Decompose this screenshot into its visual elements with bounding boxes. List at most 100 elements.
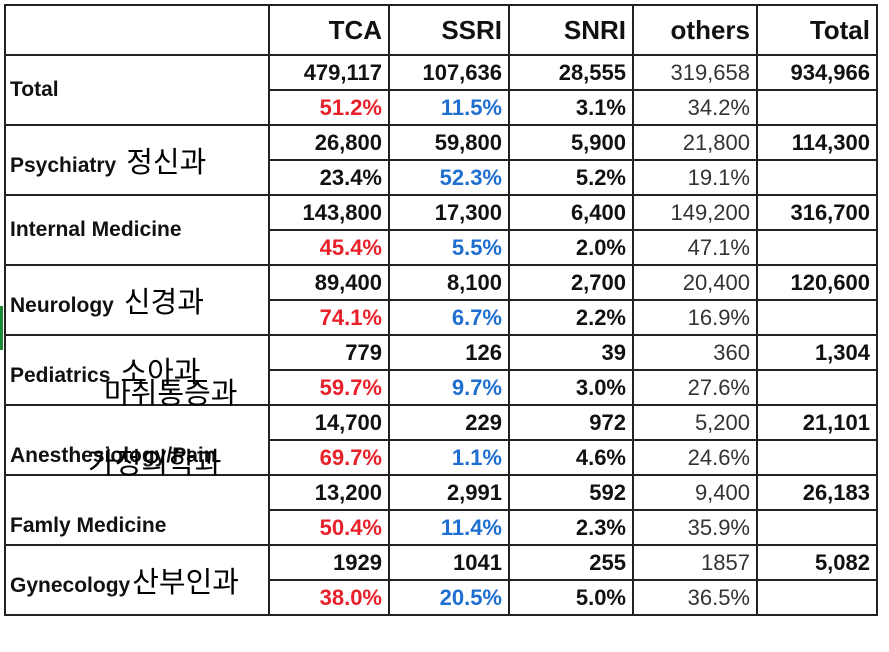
percent-cell[interactable]: 36.5% (632, 579, 758, 616)
percent-cell[interactable]: 11.5% (388, 89, 510, 126)
percent-cell[interactable]: 59.7% (268, 369, 390, 406)
percent-cell[interactable]: 23.4% (268, 159, 390, 196)
count-cell[interactable]: 28,555 (508, 54, 634, 91)
count-cell[interactable]: 9,400 (632, 474, 758, 511)
count-cell[interactable]: 107,636 (388, 54, 510, 91)
count-cell[interactable]: 5,900 (508, 124, 634, 161)
percent-cell[interactable]: 4.6% (508, 439, 634, 476)
percent-cell[interactable]: 38.0% (268, 579, 390, 616)
count-cell[interactable]: 126 (388, 334, 510, 371)
count-cell[interactable]: 229 (388, 404, 510, 441)
row-category-cell[interactable]: Famly Medicine 가정의학과 (4, 446, 270, 546)
percent-cell[interactable]: 20.5% (388, 579, 510, 616)
header-row: TCA SSRI SNRI others Total (4, 4, 878, 56)
count-cell[interactable]: 5,200 (632, 404, 758, 441)
percent-cell[interactable]: 69.7% (268, 439, 390, 476)
percent-cell[interactable]: 5.2% (508, 159, 634, 196)
percent-cell[interactable]: 2.3% (508, 509, 634, 546)
count-cell[interactable]: 319,658 (632, 54, 758, 91)
count-cell[interactable]: 479,117 (268, 54, 390, 91)
empty-total-percent-cell[interactable] (756, 439, 878, 476)
header-snri[interactable]: SNRI (508, 4, 634, 56)
count-cell[interactable]: 934,966 (756, 54, 878, 91)
count-cell[interactable]: 143,800 (268, 194, 390, 231)
percent-cell[interactable]: 9.7% (388, 369, 510, 406)
percent-cell[interactable]: 5.0% (508, 579, 634, 616)
percent-cell[interactable]: 1.1% (388, 439, 510, 476)
count-cell[interactable]: 2,991 (388, 474, 510, 511)
count-cell[interactable]: 2,700 (508, 264, 634, 301)
row-category-cell[interactable]: Anesthesiology/Pain 마취통증과 (4, 376, 270, 476)
header-total[interactable]: Total (756, 4, 878, 56)
percent-cell[interactable]: 34.2% (632, 89, 758, 126)
count-cell[interactable]: 360 (632, 334, 758, 371)
percent-cell[interactable]: 50.4% (268, 509, 390, 546)
percent-cell[interactable]: 2.2% (508, 299, 634, 336)
category-korean-label: 소아과 (120, 355, 201, 389)
percent-cell[interactable]: 27.6% (632, 369, 758, 406)
percent-cell[interactable]: 16.9% (632, 299, 758, 336)
count-cell[interactable]: 120,600 (756, 264, 878, 301)
percent-cell[interactable]: 35.9% (632, 509, 758, 546)
count-cell[interactable]: 26,183 (756, 474, 878, 511)
empty-total-percent-cell[interactable] (756, 299, 878, 336)
header-corner[interactable] (4, 4, 270, 56)
row-category-cell[interactable]: Internal Medicine (4, 194, 270, 266)
row-category-cell[interactable]: Total (4, 54, 270, 126)
table-row: Famly Medicine 가정의학과 13,200 2,991 592 9,400 26… (4, 446, 878, 546)
count-cell[interactable]: 21,101 (756, 404, 878, 441)
row-category-cell[interactable]: Pediatrics 소아과 (4, 334, 270, 406)
percent-cell[interactable]: 3.0% (508, 369, 634, 406)
count-cell[interactable]: 26,800 (268, 124, 390, 161)
percent-cell[interactable]: 19.1% (632, 159, 758, 196)
empty-total-percent-cell[interactable] (756, 579, 878, 616)
count-cell[interactable]: 592 (508, 474, 634, 511)
count-cell[interactable]: 149,200 (632, 194, 758, 231)
count-cell[interactable]: 13,200 (268, 474, 390, 511)
empty-total-percent-cell[interactable] (756, 509, 878, 546)
percent-cell[interactable]: 5.5% (388, 229, 510, 266)
count-cell[interactable]: 39 (508, 334, 634, 371)
count-cell[interactable]: 14,700 (268, 404, 390, 441)
row-category-cell[interactable]: Gynecology산부인과 (4, 544, 270, 616)
count-cell[interactable]: 5,082 (756, 544, 878, 581)
percent-cell[interactable]: 52.3% (388, 159, 510, 196)
empty-total-percent-cell[interactable] (756, 369, 878, 406)
header-ssri[interactable]: SSRI (388, 4, 510, 56)
percent-cell[interactable]: 11.4% (388, 509, 510, 546)
count-cell[interactable]: 779 (268, 334, 390, 371)
header-tca[interactable]: TCA (268, 4, 390, 56)
empty-total-percent-cell[interactable] (756, 229, 878, 266)
count-cell[interactable]: 6,400 (508, 194, 634, 231)
percent-cell[interactable]: 47.1% (632, 229, 758, 266)
row-category-cell[interactable]: Neurology 신경과 (4, 264, 270, 336)
count-cell[interactable]: 59,800 (388, 124, 510, 161)
count-cell[interactable]: 21,800 (632, 124, 758, 161)
category-name: Neurology (10, 294, 114, 317)
count-cell[interactable]: 8,100 (388, 264, 510, 301)
count-cell[interactable]: 1857 (632, 544, 758, 581)
empty-total-percent-cell[interactable] (756, 159, 878, 196)
count-cell[interactable]: 1929 (268, 544, 390, 581)
cell-cursor-indicator (0, 306, 3, 350)
percent-cell[interactable]: 24.6% (632, 439, 758, 476)
percent-cell[interactable]: 3.1% (508, 89, 634, 126)
count-cell[interactable]: 89,400 (268, 264, 390, 301)
row-category-cell[interactable]: Psychiatry 정신과 (4, 124, 270, 196)
header-others[interactable]: others (632, 4, 758, 56)
percent-cell[interactable]: 45.4% (268, 229, 390, 266)
percent-cell[interactable]: 51.2% (268, 89, 390, 126)
table-row: Internal Medicine 143,800 17,300 6,400 149,2… (4, 194, 878, 266)
percent-cell[interactable]: 74.1% (268, 299, 390, 336)
count-cell[interactable]: 114,300 (756, 124, 878, 161)
count-cell[interactable]: 1,304 (756, 334, 878, 371)
percent-cell[interactable]: 2.0% (508, 229, 634, 266)
empty-total-percent-cell[interactable] (756, 89, 878, 126)
percent-cell[interactable]: 6.7% (388, 299, 510, 336)
count-cell[interactable]: 255 (508, 544, 634, 581)
count-cell[interactable]: 17,300 (388, 194, 510, 231)
count-cell[interactable]: 1041 (388, 544, 510, 581)
count-cell[interactable]: 972 (508, 404, 634, 441)
count-cell[interactable]: 316,700 (756, 194, 878, 231)
count-cell[interactable]: 20,400 (632, 264, 758, 301)
